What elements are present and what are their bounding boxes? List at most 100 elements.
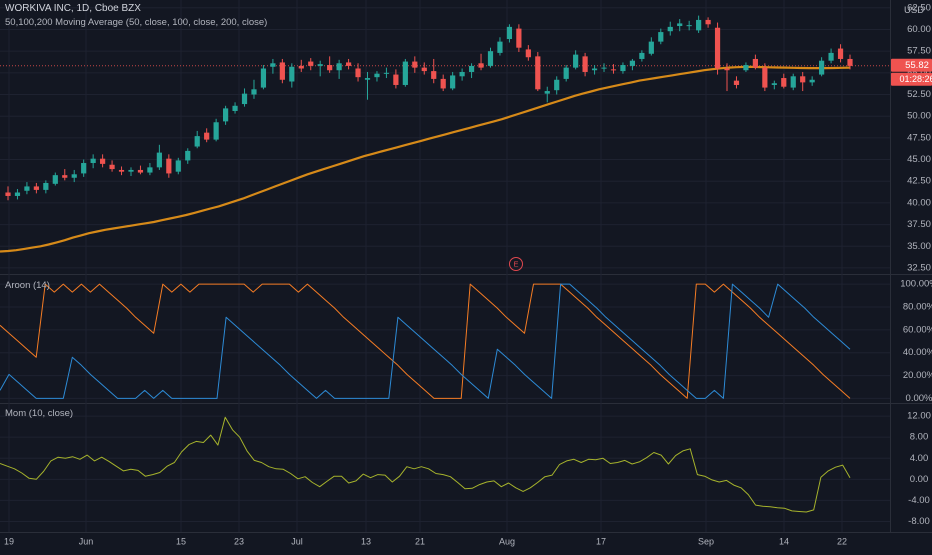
candle-body	[629, 60, 636, 66]
candle-up	[43, 180, 49, 194]
momentum-axis-tick-label: 0.00	[910, 474, 929, 485]
candle-up	[336, 59, 342, 79]
candle-body	[506, 26, 513, 40]
candle-up	[809, 76, 815, 86]
candle-body	[639, 52, 645, 59]
candle-body	[100, 158, 106, 164]
candle-body	[459, 71, 465, 77]
candle-body	[81, 163, 87, 174]
candle-body	[847, 58, 853, 66]
candle-down	[752, 54, 758, 70]
candle-up	[71, 169, 77, 183]
aroon-label[interactable]: Aroon (14)	[5, 280, 50, 291]
earnings-marker-label: E	[513, 259, 518, 268]
momentum-label[interactable]: Mom (10, close)	[5, 408, 74, 419]
candle-up	[194, 130, 200, 149]
candle-body	[819, 60, 825, 75]
currency-label: USD	[904, 5, 925, 16]
candle-up	[374, 71, 380, 82]
candle-down	[762, 63, 768, 92]
candle-up	[573, 50, 579, 70]
candle-down	[800, 71, 806, 92]
candle-body	[762, 67, 768, 88]
candle-up	[677, 19, 683, 32]
candle-down	[478, 53, 484, 71]
candle-down	[582, 52, 588, 77]
candle-up	[52, 172, 58, 186]
candle-body	[563, 67, 569, 79]
candle-body	[109, 164, 115, 170]
momentum-axis-tick-label: -8.00	[908, 516, 930, 527]
candle-up	[667, 21, 673, 36]
candle-body	[752, 58, 758, 68]
x-axis-tick-label: 17	[596, 536, 606, 546]
price-axis-tick-label: 50.00	[907, 111, 931, 122]
candle-down	[714, 22, 721, 75]
candle-body	[345, 62, 352, 66]
candle-down	[421, 62, 427, 75]
candle-down	[440, 74, 446, 92]
symbol-title[interactable]: WORKIVA INC, 1D, Cboe BZX	[5, 3, 141, 14]
candle-down	[431, 58, 437, 84]
candle-body	[52, 175, 58, 184]
candle-up	[24, 182, 30, 195]
candle-body	[828, 52, 834, 61]
moving-average-label[interactable]: 50,100,200 Moving Average (50, close, 10…	[5, 17, 268, 28]
candle-up	[648, 37, 654, 56]
candle-up	[620, 62, 626, 74]
candle-up	[241, 88, 248, 107]
candle-up	[128, 167, 134, 177]
candle-down	[308, 58, 314, 71]
candle-body	[402, 61, 408, 85]
candle-body	[213, 122, 219, 140]
momentum-axis-tick-label: -4.00	[908, 495, 930, 506]
candle-up	[402, 58, 408, 87]
candle-down	[610, 64, 617, 74]
candle-body	[327, 65, 333, 71]
candle-body	[355, 68, 361, 78]
candle-up	[364, 71, 371, 100]
aroon-axis-tick-label: 20.00%	[903, 370, 932, 381]
candle-up	[383, 67, 390, 79]
candle-body	[497, 41, 503, 53]
candle-down	[781, 73, 787, 89]
candle-body	[677, 23, 683, 27]
candle-up	[156, 144, 162, 170]
candle-body	[383, 72, 390, 74]
candle-up	[696, 15, 702, 33]
aroon-up-line	[0, 283, 851, 399]
aroon-axis-tick-label: 80.00%	[903, 302, 932, 313]
candle-up	[544, 86, 550, 103]
candle-body	[781, 78, 787, 87]
candle-down	[393, 69, 399, 89]
candle-down	[355, 63, 361, 82]
candle-body	[241, 93, 248, 105]
candle-body	[610, 69, 617, 71]
candle-body	[658, 32, 664, 42]
candle-body	[289, 66, 295, 82]
candle-body	[468, 65, 475, 72]
candle-body	[270, 63, 276, 67]
momentum-line	[0, 416, 851, 513]
candle-body	[771, 83, 777, 85]
candle-body	[421, 67, 427, 72]
candle-body	[232, 105, 238, 111]
price-axis-tick-label: 47.50	[907, 132, 931, 143]
candle-body	[696, 19, 702, 31]
candle-down	[847, 54, 853, 70]
candle-down	[100, 154, 106, 168]
candle-body	[554, 79, 560, 91]
candle-up	[828, 48, 834, 64]
candle-body	[5, 192, 11, 196]
candle-body	[837, 48, 844, 59]
candle-body	[147, 167, 153, 173]
candle-up	[487, 47, 494, 68]
candle-up	[260, 65, 267, 90]
candle-down	[137, 165, 144, 175]
candle-body	[800, 76, 806, 83]
candle-body	[14, 192, 21, 196]
candle-body	[714, 27, 721, 69]
candle-body	[487, 51, 494, 66]
